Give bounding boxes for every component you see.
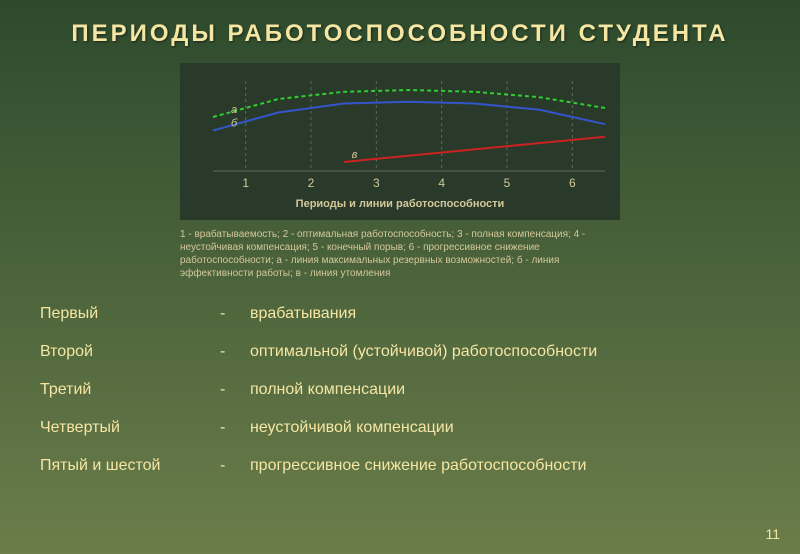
period-dash: - xyxy=(220,419,250,437)
chart-caption: Периоды и линии работоспособности xyxy=(195,198,605,210)
period-description: полной компенсации xyxy=(250,381,760,399)
period-dash: - xyxy=(220,381,250,399)
period-description: оптимальной (устойчивой) работоспособнос… xyxy=(250,343,760,361)
period-row: Третий-полной компенсации xyxy=(40,381,760,399)
series-label-v: в xyxy=(352,149,358,161)
period-description: прогрессивное снижение работоспособности xyxy=(250,457,760,475)
period-row: Пятый и шестой-прогрессивное снижение ра… xyxy=(40,457,760,475)
period-dash: - xyxy=(220,343,250,361)
period-row: Второй-оптимальной (устойчивой) работосп… xyxy=(40,343,760,361)
series-v xyxy=(344,137,605,162)
series-label-b: б xyxy=(231,118,238,130)
period-row: Первый-врабатывания xyxy=(40,305,760,323)
period-label: Второй xyxy=(40,343,220,361)
period-description: неустойчивой компенсации xyxy=(250,419,760,437)
period-label: Третий xyxy=(40,381,220,399)
x-tick-label: 6 xyxy=(569,176,576,190)
period-label: Четвертый xyxy=(40,419,220,437)
series-a xyxy=(213,90,605,117)
period-dash: - xyxy=(220,305,250,323)
chart-container: 1 2 3 4 5 6 аб в Периоды и линии работоспособно… xyxy=(180,63,620,220)
chart-description: 1 - врабатываемость; 2 - оптимальная раб… xyxy=(180,228,620,280)
period-row: Четвертый-неустойчивой компенсации xyxy=(40,419,760,437)
period-label: Первый xyxy=(40,305,220,323)
x-tick-label: 1 xyxy=(242,176,249,190)
x-tick-label: 5 xyxy=(504,176,511,190)
slide-title: ПЕРИОДЫ РАБОТОСПОСОБНОСТИ СТУДЕНТА xyxy=(0,0,800,48)
series-b xyxy=(213,102,605,131)
performance-chart: 1 2 3 4 5 6 аб в xyxy=(195,73,615,193)
x-tick-label: 2 xyxy=(308,176,315,190)
periods-table: Первый-врабатыванияВторой-оптимальной (у… xyxy=(40,305,760,475)
period-label: Пятый и шестой xyxy=(40,457,220,475)
period-description: врабатывания xyxy=(250,305,760,323)
x-tick-label: 3 xyxy=(373,176,380,190)
period-dash: - xyxy=(220,457,250,475)
x-tick-label: 4 xyxy=(438,176,445,190)
page-number: 11 xyxy=(765,526,780,542)
series-label-a: а xyxy=(231,104,237,116)
